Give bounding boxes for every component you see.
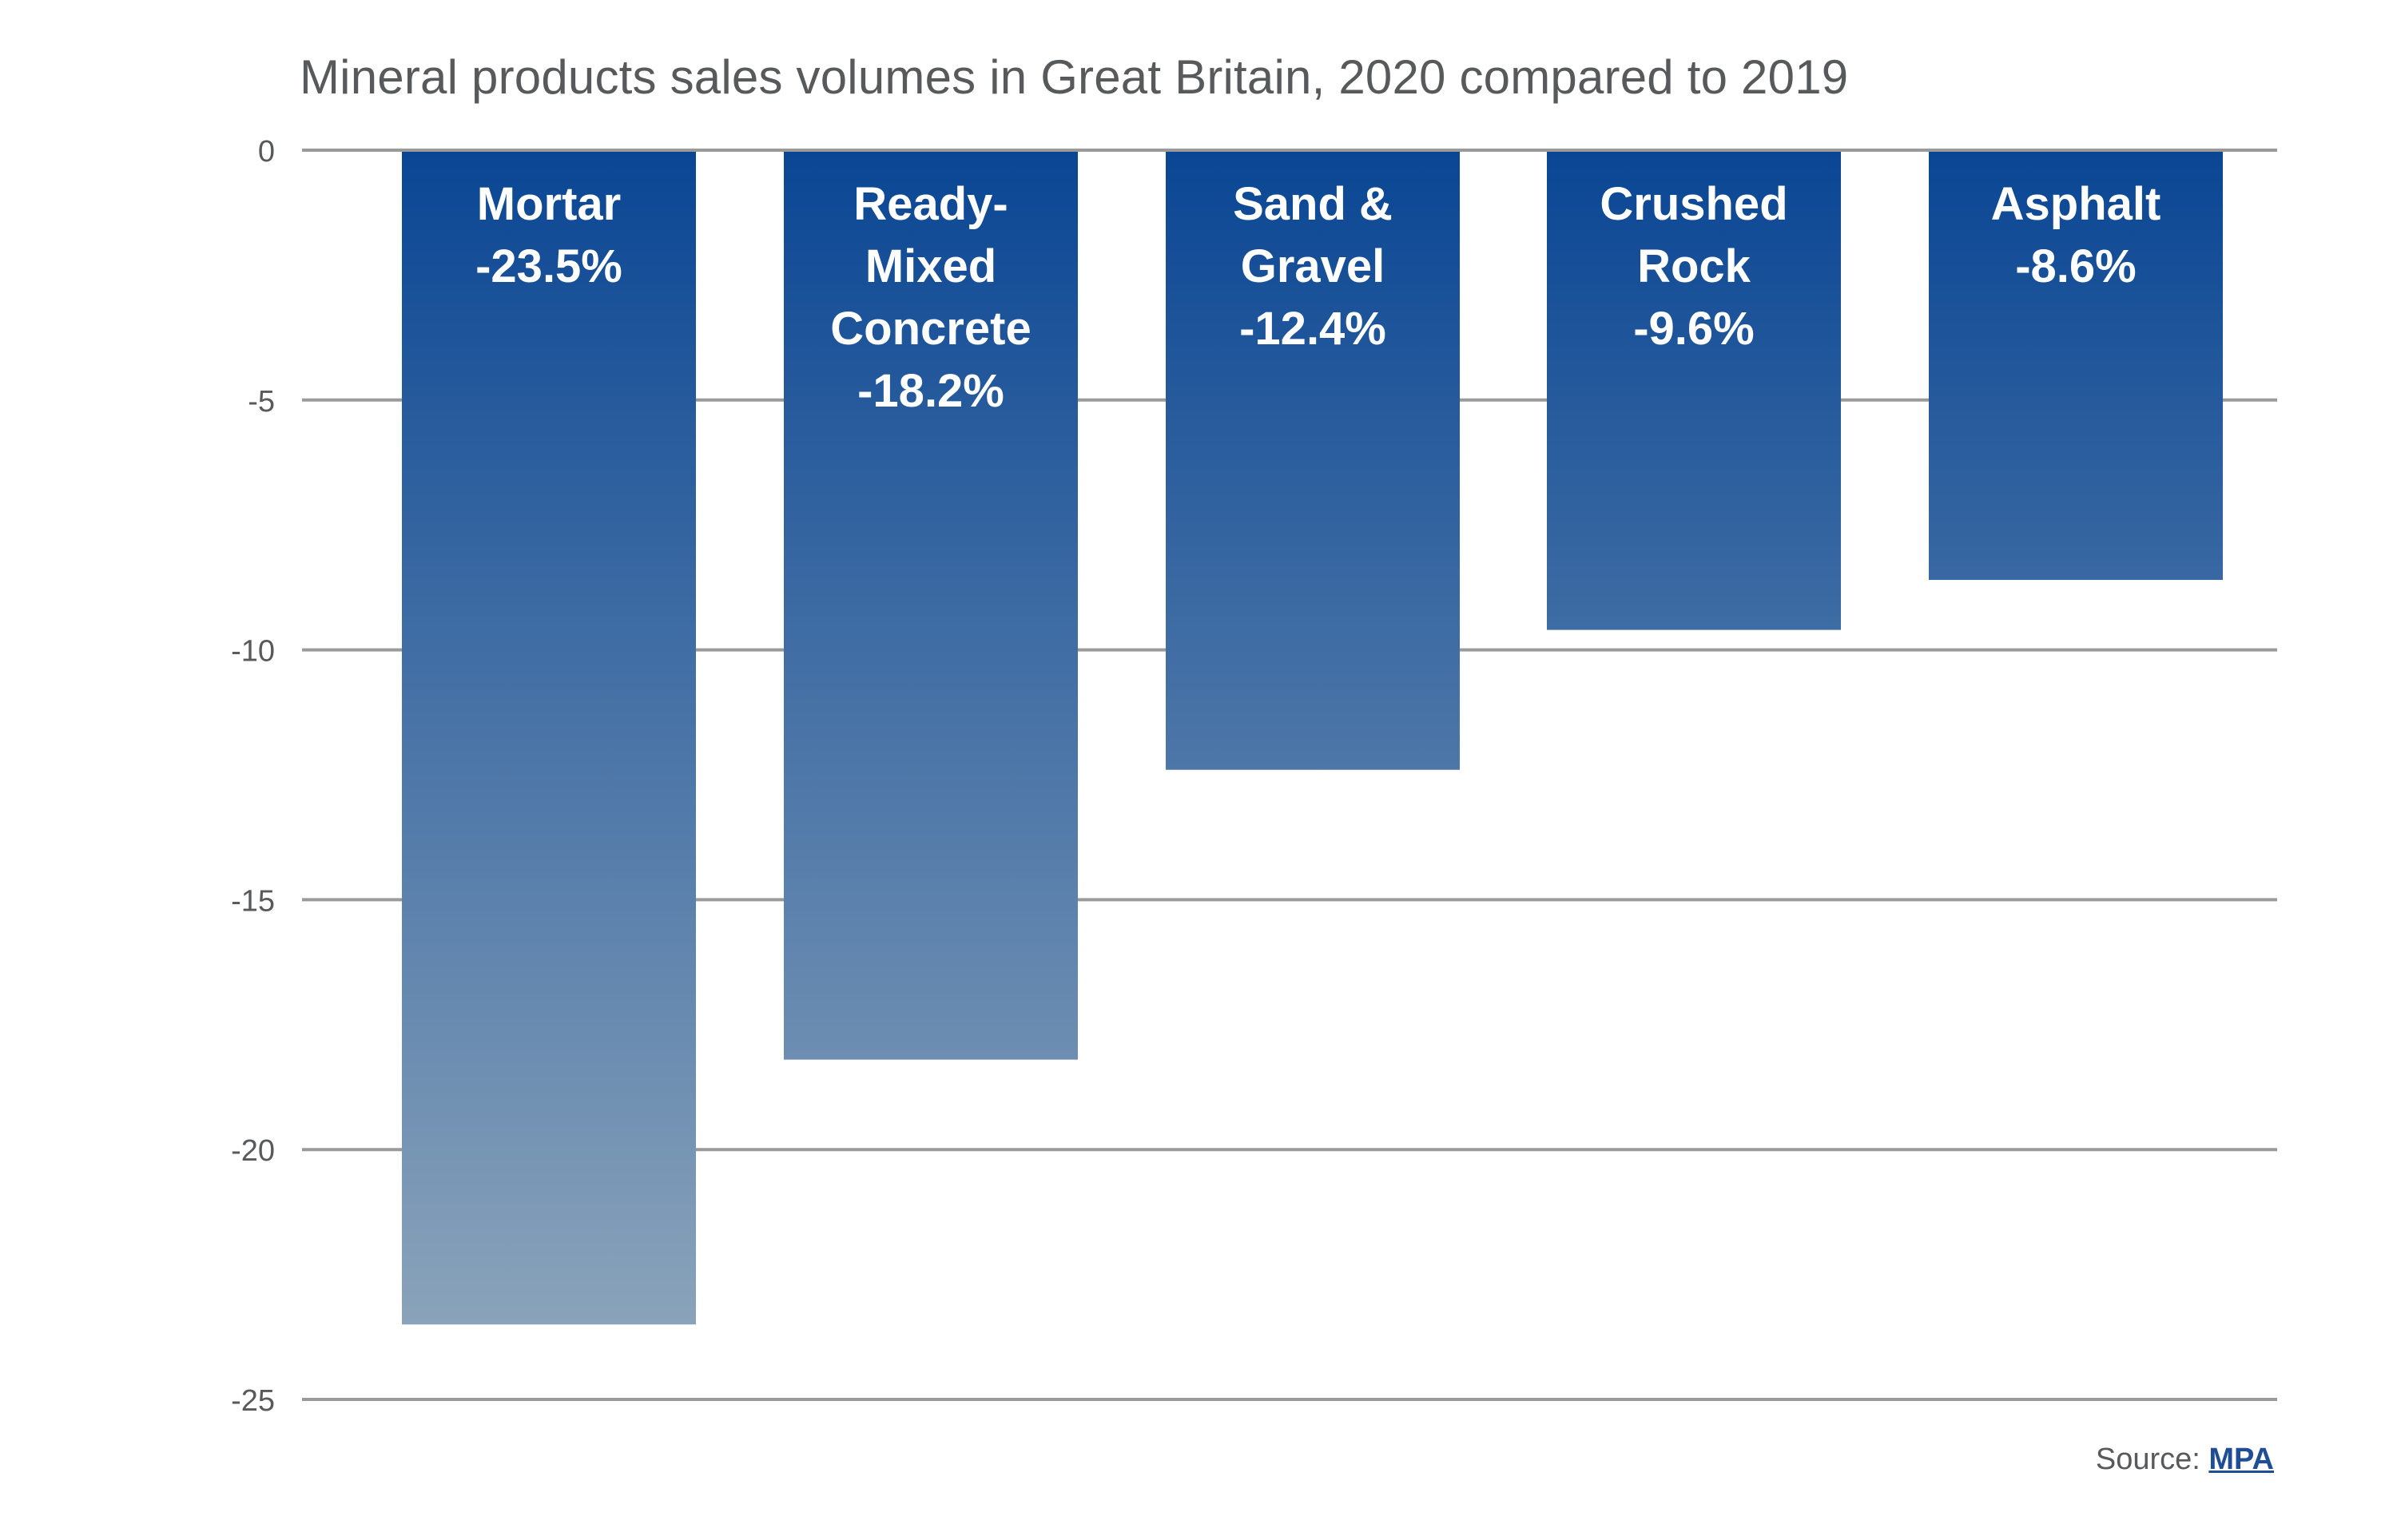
y-tick-label: -5 xyxy=(248,385,275,419)
y-tick-label: -10 xyxy=(231,635,275,669)
chart-title: Mineral products sales volumes in Great … xyxy=(300,50,1849,104)
bar-label: Crushed Rock -9.6% xyxy=(1600,178,1787,355)
bar-label: Sand & Gravel -12.4% xyxy=(1233,178,1393,355)
source-link-mpa[interactable]: MPA xyxy=(2208,1443,2274,1476)
y-tick-label: -15 xyxy=(231,884,275,918)
y-tick-label: -20 xyxy=(231,1134,275,1168)
y-axis-tick-labels: 0 -5 -10 -15 -20 -25 xyxy=(231,135,275,1418)
source-note: Source: MPA xyxy=(2096,1443,2274,1477)
bar-label: Asphalt -8.6% xyxy=(1991,178,2161,292)
y-tick-label: -25 xyxy=(231,1384,275,1418)
bar-ready-mixed-concrete xyxy=(784,152,1078,1060)
bar-labels: Mortar -23.5% Ready-Mixed Concrete -18.2% San… xyxy=(475,178,2160,417)
bar-asphalt xyxy=(1929,152,2223,581)
bar-mortar xyxy=(402,152,696,1325)
bars xyxy=(402,152,2223,1325)
bar-sand-gravel xyxy=(1166,152,1460,770)
source-prefix: Source: xyxy=(2095,1443,2209,1476)
bar-crushed-rock xyxy=(1547,152,1841,630)
y-tick-label: 0 xyxy=(258,135,275,169)
bar-label: Ready-Mixed Concrete -18.2% xyxy=(830,178,1031,417)
bar-label: Mortar -23.5% xyxy=(475,178,622,292)
